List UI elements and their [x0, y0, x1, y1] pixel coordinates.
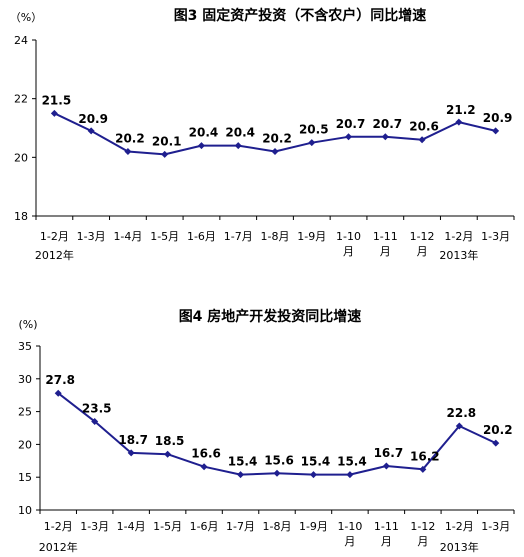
x-tick-label: 1-11 月	[373, 230, 398, 258]
data-point-marker	[309, 471, 317, 479]
x-tick-label: 1-11 月	[374, 520, 399, 548]
data-point-marker	[124, 147, 132, 155]
x-tick-label: 1-5月	[150, 230, 179, 243]
y-tick-label: 35	[18, 340, 32, 353]
x-tick-label: 1-2月	[444, 230, 473, 243]
data-label: 20.9	[483, 111, 513, 125]
data-point-marker	[197, 142, 205, 150]
year-label: 2013年	[439, 248, 478, 262]
data-point-marker	[127, 449, 135, 457]
data-point-marker	[273, 469, 281, 477]
data-point-marker	[492, 127, 500, 135]
y-tick-label: 15	[18, 471, 32, 484]
data-label: 15.6	[264, 453, 294, 467]
data-label: 23.5	[82, 401, 112, 415]
data-point-marker	[271, 147, 279, 155]
y-unit-label: （%）	[10, 11, 42, 24]
x-tick-label: 1-2月	[44, 520, 73, 533]
x-tick-label: 1-9月	[297, 230, 326, 243]
data-label: 15.4	[301, 455, 331, 469]
data-point-marker	[164, 450, 172, 458]
data-label: 20.2	[115, 131, 145, 145]
chart-title: 图3 固定资产投资（不含农户）同比增速	[174, 7, 427, 24]
x-tick-label: 1-9月	[299, 520, 328, 533]
data-point-marker	[492, 439, 500, 447]
x-tick-label: 1-10 月	[337, 520, 362, 548]
data-point-marker	[87, 127, 95, 135]
data-point-marker	[54, 389, 62, 397]
data-label: 20.7	[336, 117, 366, 131]
y-tick-label: 10	[18, 504, 32, 517]
data-label: 16.6	[191, 447, 221, 461]
data-point-marker	[346, 471, 354, 479]
y-tick-label: 25	[18, 406, 32, 419]
data-point-marker	[382, 462, 390, 470]
year-label: 2012年	[39, 540, 78, 554]
x-tick-label: 1-3月	[481, 230, 510, 243]
data-label: 20.6	[409, 120, 439, 134]
y-tick-label: 20	[14, 151, 28, 164]
data-point-marker	[418, 136, 426, 144]
x-tick-label: 1-6月	[187, 230, 216, 243]
x-tick-label: 1-7月	[224, 230, 253, 243]
x-tick-label: 1-4月	[117, 520, 146, 533]
data-label: 15.4	[337, 455, 367, 469]
fixed-asset-chart: 图3 固定资产投资（不含农户）同比增速 （%） 18 20 22 24 1-2月 1-3月 1-…	[10, 7, 515, 262]
data-point-marker	[455, 118, 463, 126]
data-label: 20.9	[78, 112, 108, 126]
data-point-marker	[91, 417, 99, 425]
data-label: 20.5	[299, 123, 329, 137]
data-label: 16.7	[374, 446, 404, 460]
data-label: 18.7	[118, 433, 148, 447]
data-label: 27.8	[45, 373, 75, 387]
x-tick-label: 1-3月	[77, 230, 106, 243]
data-point-marker	[200, 463, 208, 471]
x-tick-label: 1-2月	[40, 230, 69, 243]
y-tick-label: 30	[18, 373, 32, 386]
x-tick-label: 1-8月	[261, 230, 290, 243]
data-label: 20.1	[152, 134, 182, 148]
x-tick-label: 1-12 月	[410, 520, 435, 548]
data-point-marker	[419, 465, 427, 473]
x-tick-label: 1-4月	[113, 230, 142, 243]
data-label: 22.8	[447, 406, 477, 420]
x-tick-label: 1-3月	[80, 520, 109, 533]
data-point-marker	[455, 422, 463, 430]
data-label: 21.5	[42, 93, 72, 107]
x-tick-label: 1-12 月	[410, 230, 435, 258]
data-label: 20.4	[225, 126, 255, 140]
y-unit-label: (%)	[18, 318, 37, 331]
chart-title: 图4 房地产开发投资同比增速	[179, 308, 362, 325]
data-label: 18.5	[155, 434, 185, 448]
y-tick-label: 18	[14, 210, 28, 223]
x-tick-label: 1-5月	[153, 520, 182, 533]
x-tick-label: 1-3月	[481, 520, 510, 533]
y-tick-label: 20	[18, 438, 32, 451]
x-tick-label: 1-7月	[226, 520, 255, 533]
x-tick-label: 1-6月	[190, 520, 219, 533]
x-tick-label: 1-8月	[263, 520, 292, 533]
data-label: 20.7	[373, 117, 403, 131]
year-label: 2013年	[440, 540, 479, 554]
data-label: 16.2	[410, 449, 440, 463]
data-label: 15.4	[228, 455, 258, 469]
real-estate-chart: 图4 房地产开发投资同比增速 (%) 10 15 20 25 30 35 1-2月 1-3月 1-4…	[18, 308, 515, 554]
x-tick-label: 1-2月	[445, 520, 474, 533]
data-label: 20.2	[262, 131, 292, 145]
x-tick-label: 1-10 月	[336, 230, 361, 258]
data-point-marker	[161, 150, 169, 158]
data-point-marker	[381, 133, 389, 141]
data-label: 20.2	[483, 423, 513, 437]
data-point-marker	[345, 133, 353, 141]
data-point-marker	[234, 142, 242, 150]
data-label: 21.2	[446, 103, 476, 117]
y-tick-label: 24	[14, 34, 28, 47]
year-label: 2012年	[35, 248, 74, 262]
data-point-marker	[308, 139, 316, 147]
y-tick-label: 22	[14, 93, 28, 106]
data-point-marker	[50, 109, 58, 117]
data-label: 20.4	[189, 126, 219, 140]
data-point-marker	[237, 471, 245, 479]
